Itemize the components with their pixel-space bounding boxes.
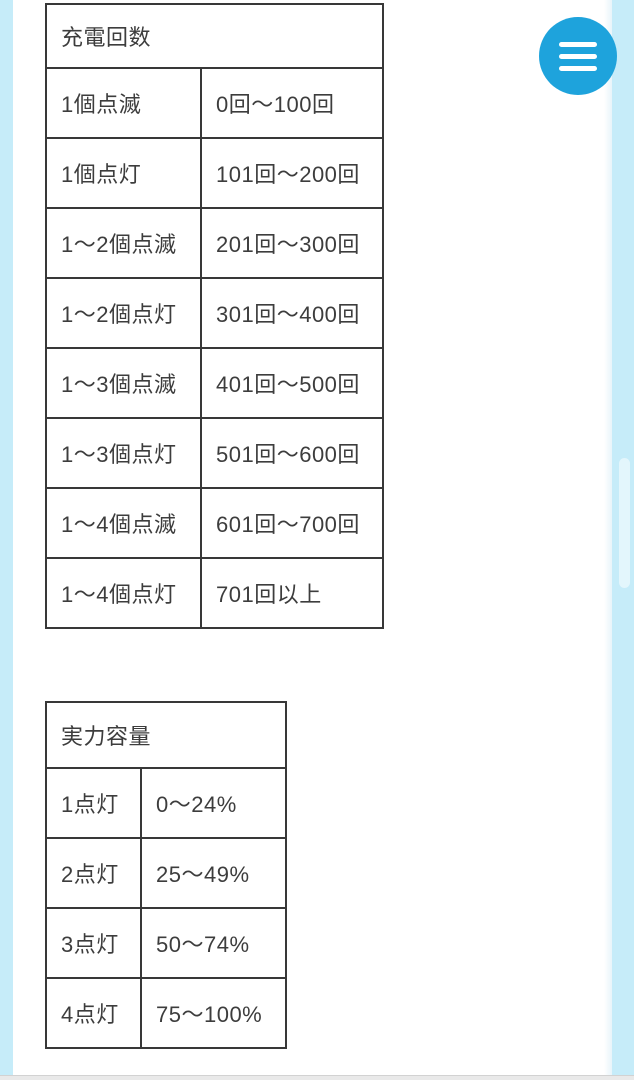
capacity-table-title: 実力容量	[44, 701, 288, 769]
page-content: 充電回数 1個点滅 0回〜100回 1個点灯 101回〜200回	[13, 0, 612, 1080]
table-row: 3点灯 50〜74%	[45, 907, 288, 979]
charge-range-cell: 0回〜100回	[199, 67, 385, 139]
charge-count-table: 充電回数 1個点滅 0回〜100回 1個点灯 101回〜200回	[44, 3, 385, 629]
table-row: 1〜2個点滅 201回〜300回	[45, 207, 385, 279]
indicator-state-cell: 3点灯	[45, 907, 142, 979]
indicator-state-cell: 1〜2個点滅	[45, 207, 202, 279]
table-row: 2点灯 25〜49%	[45, 837, 288, 909]
capacity-table: 実力容量 1点灯 0〜24% 2点灯 25〜49% 3点	[44, 701, 288, 1049]
indicator-state-cell: 1〜2個点灯	[45, 277, 202, 349]
indicator-state-cell: 1〜4個点灯	[45, 557, 202, 629]
capacity-range-cell: 25〜49%	[139, 837, 288, 909]
capacity-range-cell: 0〜24%	[139, 767, 288, 839]
hamburger-menu-button[interactable]	[539, 17, 617, 95]
hamburger-bar	[559, 41, 597, 47]
charge-range-cell: 401回〜500回	[199, 347, 385, 419]
bottom-page-edge	[0, 1075, 634, 1080]
indicator-state-cell: 1〜4個点滅	[45, 487, 202, 559]
charge-range-cell: 201回〜300回	[199, 207, 385, 279]
table-header-row: 充電回数	[44, 3, 385, 69]
table-row: 1〜3個点灯 501回〜600回	[45, 417, 385, 489]
charge-count-table-title: 充電回数	[44, 3, 385, 69]
table-row: 4点灯 75〜100%	[45, 977, 288, 1049]
indicator-state-cell: 4点灯	[45, 977, 142, 1049]
table-row: 1個点滅 0回〜100回	[45, 67, 385, 139]
table-row: 1点灯 0〜24%	[45, 767, 288, 839]
table-row: 1〜4個点灯 701回以上	[45, 557, 385, 629]
indicator-state-cell: 1〜3個点滅	[45, 347, 202, 419]
scrollbar-thumb[interactable]	[619, 458, 630, 588]
hamburger-bar	[559, 53, 597, 59]
table-row: 1個点灯 101回〜200回	[45, 137, 385, 209]
charge-range-cell: 101回〜200回	[199, 137, 385, 209]
indicator-state-cell: 1点灯	[45, 767, 142, 839]
indicator-state-cell: 1〜3個点灯	[45, 417, 202, 489]
table-row: 1〜3個点滅 401回〜500回	[45, 347, 385, 419]
hamburger-bar	[559, 65, 597, 71]
indicator-state-cell: 2点灯	[45, 837, 142, 909]
table-row: 1〜4個点滅 601回〜700回	[45, 487, 385, 559]
table-row: 1〜2個点灯 301回〜400回	[45, 277, 385, 349]
indicator-state-cell: 1個点滅	[45, 67, 202, 139]
indicator-state-cell: 1個点灯	[45, 137, 202, 209]
charge-range-cell: 501回〜600回	[199, 417, 385, 489]
capacity-range-cell: 75〜100%	[139, 977, 288, 1049]
capacity-range-cell: 50〜74%	[139, 907, 288, 979]
table-header-row: 実力容量	[44, 701, 288, 769]
charge-range-cell: 601回〜700回	[199, 487, 385, 559]
charge-range-cell: 701回以上	[199, 557, 385, 629]
charge-range-cell: 301回〜400回	[199, 277, 385, 349]
